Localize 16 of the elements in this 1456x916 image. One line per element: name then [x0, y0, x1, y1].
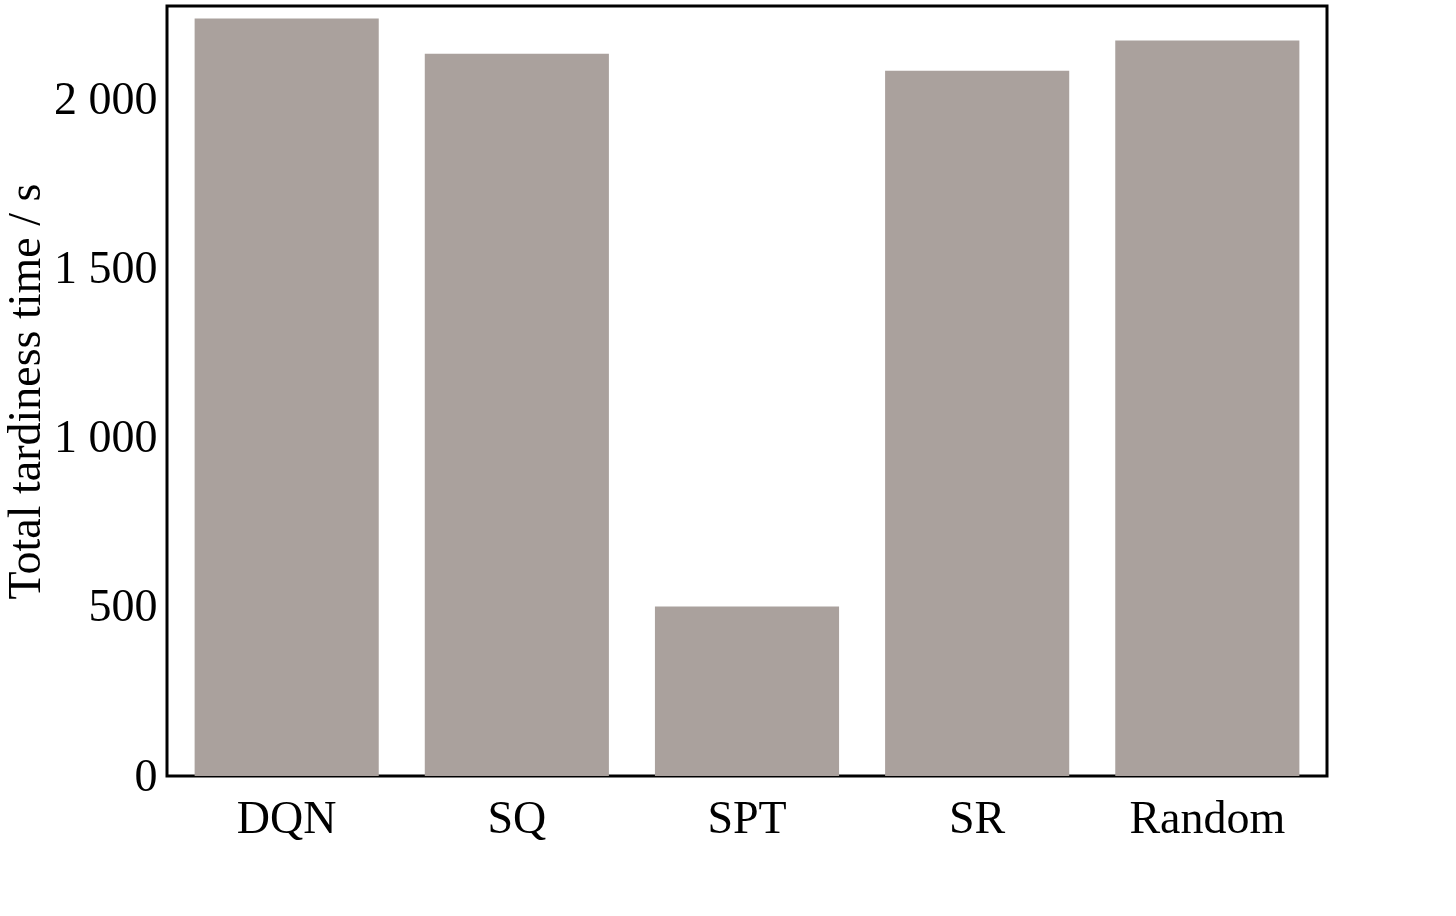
y-tick-label: 1 500: [54, 241, 158, 293]
y-tick-label: 500: [88, 580, 158, 632]
x-tick-label: DQN: [236, 791, 337, 843]
y-tick-label: 1 000: [54, 411, 158, 463]
bar: [654, 606, 840, 776]
x-tick-label: SQ: [487, 791, 547, 843]
bar: [885, 70, 1070, 776]
y-tick-label: 0: [134, 749, 158, 801]
x-tick-label: SPT: [707, 791, 787, 843]
bar: [194, 18, 379, 776]
bar: [424, 53, 609, 776]
bar: [1115, 40, 1300, 776]
x-tick-label: SR: [949, 791, 1006, 843]
y-tick-label: 2 000: [54, 72, 158, 124]
y-axis-title: Total tardiness time / s: [0, 183, 50, 600]
x-tick-label: Random: [1129, 791, 1286, 843]
